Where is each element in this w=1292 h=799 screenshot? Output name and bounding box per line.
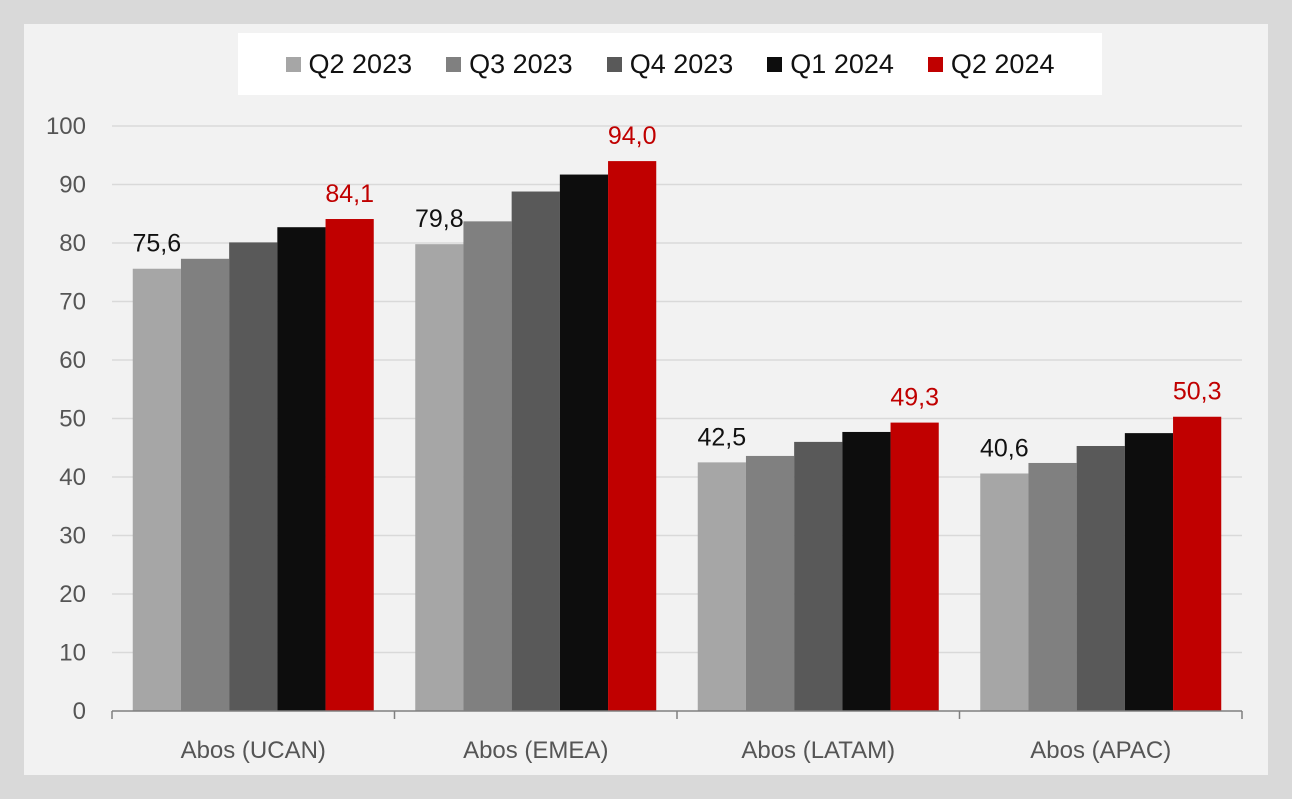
bar (277, 227, 326, 711)
legend-label: Q2 2024 (950, 48, 1055, 79)
legend-item: Q2 2023 (285, 48, 413, 80)
bar (180, 258, 230, 711)
y-tick-label: 40 (59, 464, 86, 491)
legend-label: Q2 2023 (308, 48, 413, 79)
data-label: 79,8 (415, 205, 464, 233)
legend-label: Q3 2023 (469, 48, 573, 79)
data-label: 84,1 (325, 180, 374, 208)
legend-swatch (446, 56, 462, 72)
y-tick-label: 0 (73, 698, 86, 725)
chart-area: Q2 2023 Q3 2023 Q4 2023 Q1 2024 Q2 2024 0 10 2… (24, 24, 1268, 775)
bar (1124, 433, 1174, 711)
bar (1028, 462, 1077, 711)
bar (697, 462, 746, 711)
bar (463, 221, 512, 712)
bar (842, 431, 891, 711)
bar (1173, 416, 1222, 711)
bar (745, 455, 795, 711)
legend-swatch (767, 56, 783, 72)
y-tick-label: 70 (59, 289, 86, 316)
data-label: 94,0 (608, 122, 657, 150)
y-tick-label: 50 (59, 406, 86, 433)
data-label: 40,6 (980, 434, 1029, 462)
data-label: 75,6 (133, 230, 182, 258)
y-tick-label: 30 (59, 523, 86, 550)
data-label: 50,3 (1173, 378, 1222, 406)
legend-item: Q4 2023 (606, 48, 734, 80)
bar (980, 473, 1029, 711)
bar (325, 219, 374, 711)
legend-item: Q3 2023 (446, 49, 573, 80)
bar (559, 174, 609, 711)
legend-item: Q1 2024 (767, 49, 894, 80)
bar-chart: 0 10 20 30 40 50 60 70 80 90 100 Abos (UCAN) Abos (E… (46, 113, 1243, 764)
category-label: Abos (EMEA) (463, 737, 608, 764)
y-tick-label: 10 (59, 640, 86, 667)
bar (415, 244, 464, 712)
bar (229, 242, 278, 712)
bar (890, 422, 939, 711)
category-label: Abos (UCAN) (181, 737, 326, 764)
legend-label: Q1 2024 (790, 48, 894, 79)
legend-swatch (927, 56, 943, 72)
legend-swatch (606, 56, 622, 72)
bar (608, 161, 657, 712)
y-tick-label: 90 (59, 172, 86, 199)
y-tick-label: 80 (59, 230, 86, 257)
category-label: Abos (APAC) (1030, 737, 1171, 764)
legend-swatch (285, 56, 301, 72)
bar (794, 441, 843, 711)
legend-label: Q4 2023 (629, 48, 734, 79)
y-tick-label: 20 (59, 581, 86, 608)
data-label: 42,5 (698, 423, 747, 451)
y-tick-label: 100 (46, 113, 86, 140)
y-tick-label: 60 (59, 347, 86, 374)
chart-legend: Q2 2023 Q3 2023 Q4 2023 Q1 2024 Q2 2024 (238, 33, 1102, 95)
data-label: 49,3 (890, 384, 939, 412)
bar (511, 191, 560, 711)
legend-item: Q2 2024 (927, 48, 1055, 80)
bar (1076, 445, 1125, 711)
bar (132, 268, 181, 711)
category-label: Abos (LATAM) (741, 737, 895, 764)
